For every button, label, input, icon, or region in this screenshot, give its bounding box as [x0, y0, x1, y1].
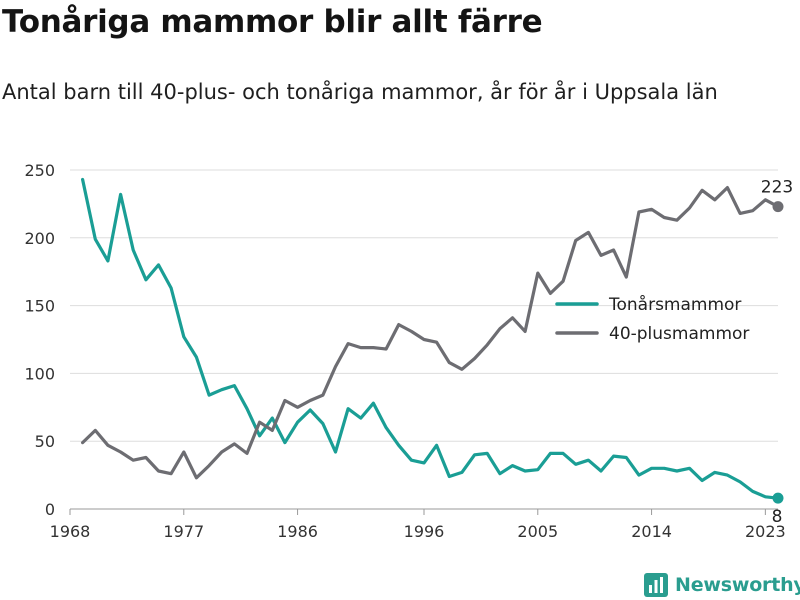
chart-subtitle: Antal barn till 40-plus- och tonåriga ma…: [2, 80, 718, 104]
chart-title: Tonåriga mammor blir allt färre: [2, 4, 543, 40]
x-tick-label: 1977: [163, 522, 204, 541]
series-line-40-plusmammor: [80, 186, 780, 480]
series-end-point: [772, 201, 784, 213]
x-tick-label: 1968: [50, 522, 91, 541]
x-tick-label: 1986: [277, 522, 318, 541]
legend-label: Tonårsmammor: [608, 294, 741, 315]
y-tick-label: 50: [35, 432, 55, 451]
data-label: 223: [761, 178, 793, 198]
data-label: 8: [772, 507, 783, 527]
series-line-tonarsmammor: [80, 177, 780, 500]
y-tick-label: 250: [24, 161, 55, 180]
brand-name: Newsworthy: [675, 574, 800, 596]
brand-logo: Newsworthy: [644, 570, 800, 600]
x-tick-label: 2014: [631, 522, 672, 541]
newsworthy-logo-icon: [644, 573, 668, 597]
y-tick-label: 150: [24, 297, 55, 316]
x-tick-label: 2005: [517, 522, 558, 541]
y-tick-label: 0: [45, 500, 55, 519]
legend-label: 40-plusmammor: [609, 324, 749, 344]
y-tick-label: 200: [24, 229, 55, 248]
x-tick-label: 2023: [745, 522, 786, 541]
series-end-point: [772, 492, 784, 504]
y-tick-label: 100: [24, 364, 55, 383]
x-tick-label: 1996: [404, 522, 445, 541]
